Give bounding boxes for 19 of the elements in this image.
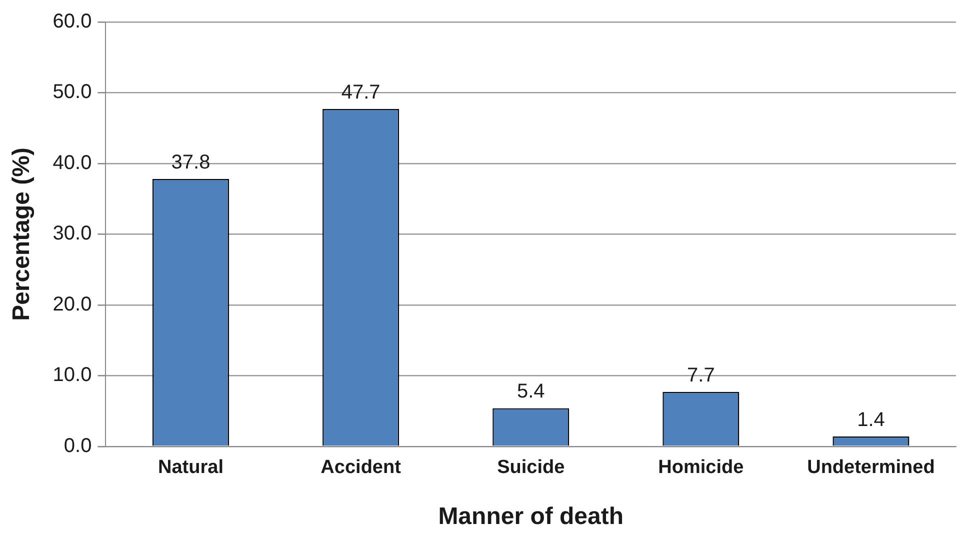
x-tick-label: Accident: [320, 457, 402, 478]
x-tick-label: Natural: [158, 457, 224, 478]
data-label: 1.4: [857, 409, 885, 432]
y-tick-label: 40.0: [52, 152, 92, 174]
y-tick-label: 30.0: [52, 222, 92, 245]
data-label: 5.4: [516, 380, 545, 403]
y-tick-label: 50.0: [52, 81, 92, 104]
x-tick-label: Suicide: [497, 457, 565, 478]
y-tick-label: 20.0: [52, 293, 92, 316]
x-tick-label: Homicide: [658, 457, 744, 478]
data-label: 47.7: [341, 82, 380, 104]
x-tick-label: Undetermined: [807, 457, 935, 478]
y-tick-label: 0.0: [64, 434, 92, 457]
y-tick-label: 10.0: [52, 364, 92, 386]
data-label: 7.7: [687, 364, 715, 386]
y-axis-title: Percentage (%): [8, 148, 36, 321]
data-label: 37.8: [171, 152, 210, 174]
x-axis-title: Manner of death: [438, 503, 624, 530]
y-tick-label: 60.0: [52, 10, 92, 33]
